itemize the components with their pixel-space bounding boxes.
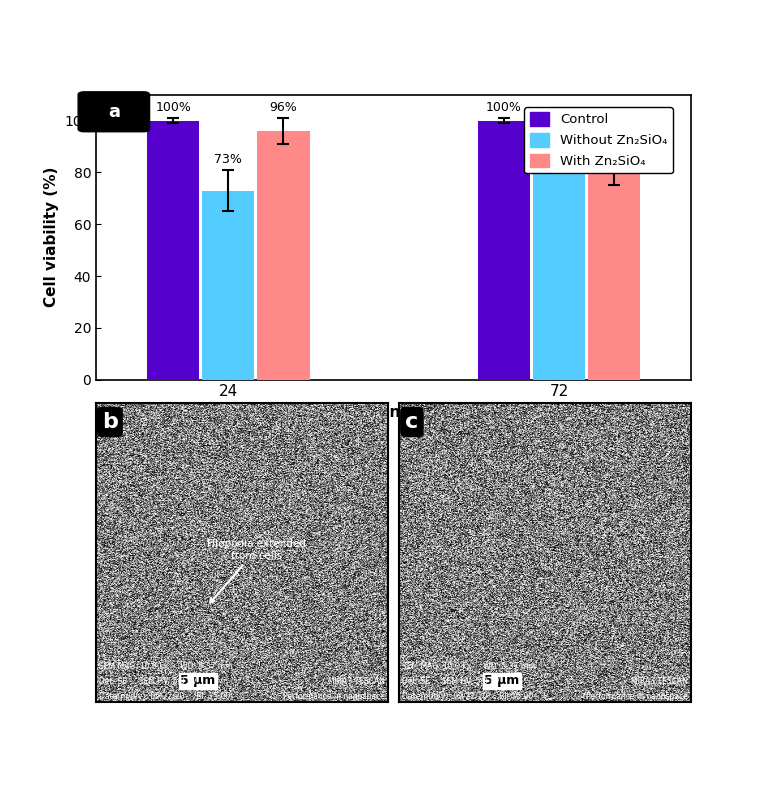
Text: Filopodia extended
from cells: Filopodia extended from cells bbox=[207, 539, 306, 603]
Bar bbox=[478, 121, 530, 380]
Text: 73%: 73% bbox=[214, 153, 242, 166]
Text: 100%: 100% bbox=[486, 101, 521, 114]
Text: c: c bbox=[406, 412, 419, 432]
Bar bbox=[533, 157, 585, 380]
Text: MIRA3 TESCAN: MIRA3 TESCAN bbox=[328, 677, 385, 686]
Text: 5 μm: 5 μm bbox=[484, 675, 519, 687]
Bar bbox=[257, 131, 310, 380]
Text: 83%: 83% bbox=[600, 127, 628, 140]
Text: 86%: 86% bbox=[545, 129, 573, 143]
Bar bbox=[147, 121, 200, 380]
Legend: Control, Without Zn₂SiO₄, With Zn₂SiO₄: Control, Without Zn₂SiO₄, With Zn₂SiO₄ bbox=[525, 107, 673, 174]
Y-axis label: Cell viability (%): Cell viability (%) bbox=[45, 167, 59, 308]
Text: Performance in nanospace: Performance in nanospace bbox=[283, 692, 385, 701]
Bar bbox=[202, 190, 254, 380]
FancyBboxPatch shape bbox=[78, 92, 150, 132]
Text: Date(m/d/y): 09/22/20     BI: 15.00: Date(m/d/y): 09/22/20 BI: 15.00 bbox=[99, 692, 230, 701]
Text: 100%: 100% bbox=[155, 101, 191, 114]
Text: 5 μm: 5 μm bbox=[180, 675, 216, 687]
Text: b: b bbox=[102, 412, 118, 432]
Text: MIRA3 TESCAN: MIRA3 TESCAN bbox=[631, 677, 688, 686]
Text: SEM MAG: 10.0 kx     WD: 5.37 mm: SEM MAG: 10.0 kx WD: 5.37 mm bbox=[402, 662, 536, 671]
Text: Det: SE     SEM HV: 5.0 kV: Det: SE SEM HV: 5.0 kV bbox=[402, 677, 500, 686]
Text: 96%: 96% bbox=[270, 101, 297, 114]
Text: Performance in nanospace: Performance in nanospace bbox=[587, 692, 688, 701]
Text: SEM MAG: 10.0 kx     WD: 5.37 mm: SEM MAG: 10.0 kx WD: 5.37 mm bbox=[99, 662, 233, 671]
X-axis label: Incubation Time (h): Incubation Time (h) bbox=[310, 405, 478, 420]
Text: a: a bbox=[108, 103, 120, 121]
Bar bbox=[588, 165, 641, 380]
Text: Det: SE     SEM HV: 5.0 kV: Det: SE SEM HV: 5.0 kV bbox=[99, 677, 197, 686]
Text: Date(m/d/y): 09/22/20     BI: 15.00: Date(m/d/y): 09/22/20 BI: 15.00 bbox=[402, 692, 534, 701]
